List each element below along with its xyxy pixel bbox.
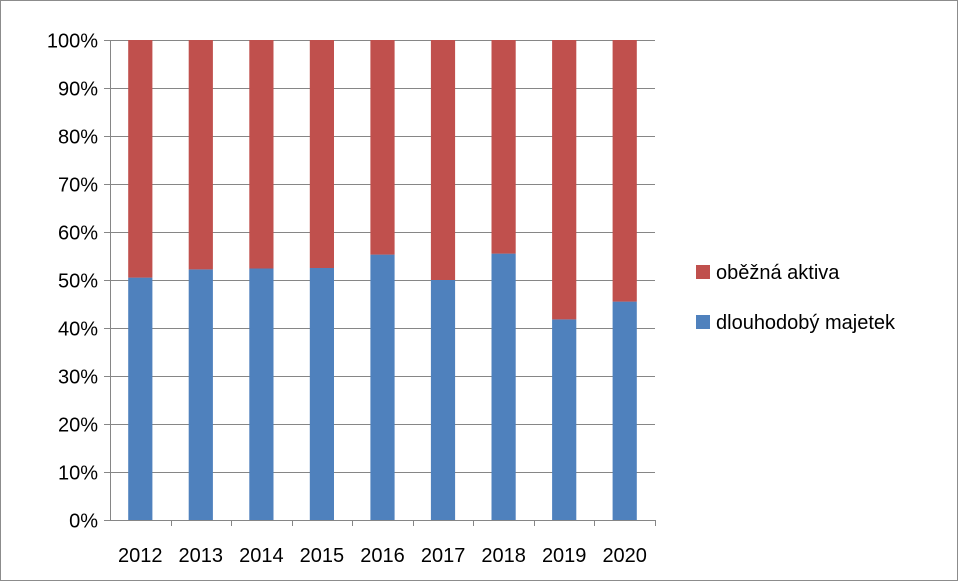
x-tick-label: 2014 xyxy=(239,545,284,567)
x-tick-label: 2012 xyxy=(118,545,163,567)
y-tick-label: 60% xyxy=(58,223,98,245)
legend: oběžná aktiva dlouhodobý majetek xyxy=(696,262,896,334)
y-tick-label: 40% xyxy=(58,319,98,341)
legend-swatch xyxy=(696,315,710,329)
y-tick-label: 80% xyxy=(58,127,98,149)
y-tick-labels: 0% 10% 20% 30% 40% 50% 60% 70% 80% 90% 100% xyxy=(47,31,98,533)
legend-label: oběžná aktiva xyxy=(716,262,840,284)
bar-segment xyxy=(370,254,395,520)
bar-segment xyxy=(188,269,213,520)
y-tick-label: 10% xyxy=(58,463,98,485)
bar-segment xyxy=(612,301,637,520)
bar-segment xyxy=(430,280,456,520)
x-tick-label: 2019 xyxy=(542,545,587,567)
x-tick-labels: 2012 2013 2014 2015 2016 2017 2018 2019 2020 xyxy=(118,545,647,567)
y-tick-label: 90% xyxy=(58,79,98,101)
axes xyxy=(104,40,656,526)
x-tick-label: 2020 xyxy=(602,545,647,567)
bar-segment xyxy=(552,319,577,520)
x-tick-label: 2017 xyxy=(421,545,466,567)
bar-segment xyxy=(128,40,153,278)
y-tick-label: 30% xyxy=(58,367,98,389)
y-tick-label: 100% xyxy=(47,31,98,53)
y-tick-label: 20% xyxy=(58,415,98,437)
bars xyxy=(128,40,637,520)
bar-segment xyxy=(309,268,334,520)
bar-segment xyxy=(249,40,274,269)
bar-segment xyxy=(188,40,213,270)
bar-segment xyxy=(309,40,334,268)
bar-segment xyxy=(249,268,274,520)
bar-segment xyxy=(612,40,637,302)
legend-swatch xyxy=(696,265,710,279)
bar-segment xyxy=(491,40,516,254)
bar-segment xyxy=(491,253,516,520)
legend-label: dlouhodobý majetek xyxy=(716,312,896,334)
y-tick-label: 70% xyxy=(58,175,98,197)
x-tick-label: 2018 xyxy=(481,545,526,567)
bar-segment xyxy=(430,40,456,280)
x-tick-label: 2015 xyxy=(300,545,345,567)
y-tick-label: 50% xyxy=(58,271,98,293)
x-tick-label: 2013 xyxy=(179,545,224,567)
y-tick-label: 0% xyxy=(69,511,98,533)
bar-segment xyxy=(370,40,395,255)
bar-segment xyxy=(128,277,153,520)
bar-segment xyxy=(552,40,577,320)
x-tick-label: 2016 xyxy=(360,545,405,567)
